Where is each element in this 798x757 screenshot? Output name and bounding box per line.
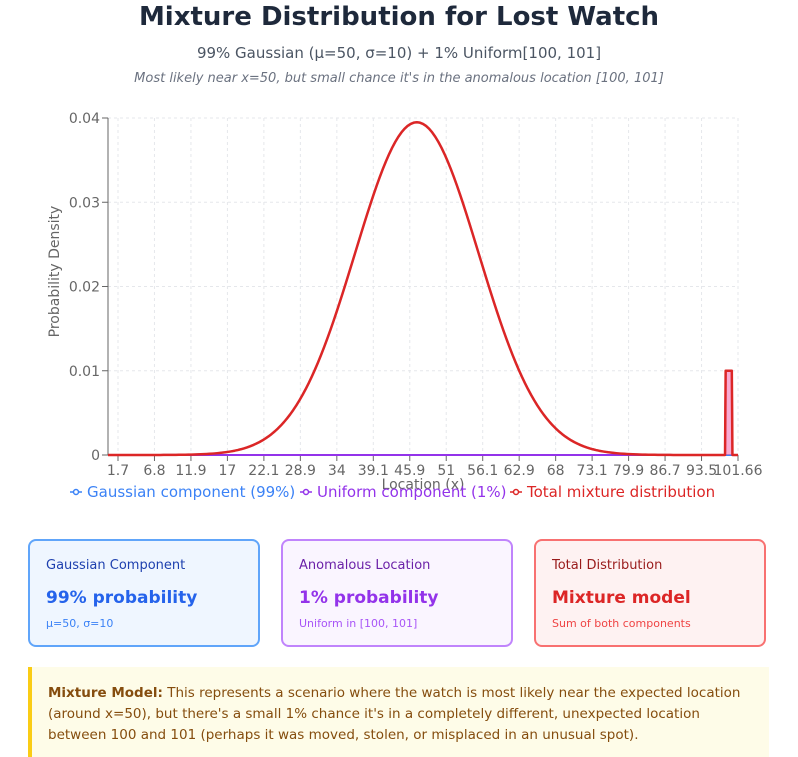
x-tick-label: 56.1 <box>467 463 498 479</box>
gaussian-series-line <box>108 121 738 456</box>
legend-mixture-label: Total mixture distribution <box>526 483 715 501</box>
x-tick-label: 51 <box>437 463 455 479</box>
anomalous-card-value: 1% probability <box>299 588 439 608</box>
total-card-detail: Sum of both components <box>552 617 691 630</box>
x-tick-label: 73.1 <box>577 463 608 479</box>
x-tick-label: 39.1 <box>358 463 389 479</box>
gaussian-card: Gaussian Component 99% probability μ=50,… <box>28 539 260 647</box>
total-card-label: Total Distribution <box>552 558 663 573</box>
anomaly-spike-fill <box>725 370 733 455</box>
y-tick-label: 0.03 <box>69 195 100 211</box>
uniform-series-line <box>108 369 738 456</box>
legend-uniform-label: Uniform component (1%) <box>317 483 507 501</box>
x-tick-label: 62.9 <box>504 463 535 479</box>
total-card: Total Distribution Mixture model Sum of … <box>534 539 766 647</box>
chart-note: Most likely near x=50, but small chance … <box>134 71 664 86</box>
mixture-series-line <box>108 121 738 457</box>
y-tick-label: 0.04 <box>69 111 100 127</box>
gaussian-card-label: Gaussian Component <box>46 558 186 573</box>
total-card-value: Mixture model <box>552 588 691 608</box>
x-tick-label: 11.9 <box>175 463 206 479</box>
y-tick-label: 0.02 <box>69 280 100 296</box>
mixture-model-callout: Mixture Model: This represents a scenari… <box>28 667 769 757</box>
x-axis-label: Location (x) <box>382 477 465 493</box>
x-tick-label: 1.7 <box>107 463 129 479</box>
anomalous-card-detail: Uniform in [100, 101] <box>299 617 418 630</box>
x-tick-label: 45.9 <box>394 463 425 479</box>
x-tick-label: 79.9 <box>613 463 644 479</box>
chart-subtitle: 99% Gaussian (μ=50, σ=10) + 1% Uniform[1… <box>196 44 602 62</box>
legend-mixture-marker <box>512 488 520 496</box>
gaussian-card-value: 99% probability <box>46 588 198 608</box>
anomalous-card: Anomalous Location 1% probability Unifor… <box>281 539 513 647</box>
gaussian-card-detail: μ=50, σ=10 <box>46 617 114 630</box>
x-tick-label: 93.5 <box>686 463 717 479</box>
legend-gaussian-marker <box>72 488 80 496</box>
x-tick-label: 101.66 <box>714 463 763 479</box>
x-tick-label: 34 <box>328 463 346 479</box>
y-tick-label: 0 <box>91 448 100 464</box>
mixture-chart: 0 0.01 0.02 0.03 0.04 1.7 6.8 11.9 17 22.1 28.9 34 3… <box>47 111 763 501</box>
legend-gaussian-label: Gaussian component (99%) <box>87 483 295 501</box>
anomalous-card-label: Anomalous Location <box>299 558 431 573</box>
legend-uniform-marker <box>302 488 310 496</box>
callout-heading: Mixture Model: <box>48 685 163 701</box>
y-tick-label: 0.01 <box>69 364 100 380</box>
x-tick-label: 68 <box>547 463 565 479</box>
chart-title: Mixture Distribution for Lost Watch <box>138 2 660 32</box>
x-tick-label: 6.8 <box>143 463 165 479</box>
x-tick-label: 28.9 <box>285 463 316 479</box>
x-tick-label: 86.7 <box>649 463 680 479</box>
y-axis-label: Probability Density <box>47 206 63 338</box>
x-tick-label: 17 <box>218 463 236 479</box>
x-tick-label: 22.1 <box>248 463 279 479</box>
